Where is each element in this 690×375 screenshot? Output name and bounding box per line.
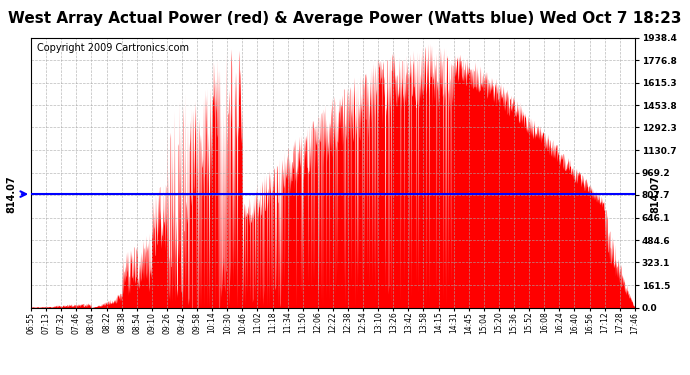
Text: West Array Actual Power (red) & Average Power (Watts blue) Wed Oct 7 18:23: West Array Actual Power (red) & Average … (8, 11, 682, 26)
Text: 814.07: 814.07 (650, 175, 660, 213)
Text: Copyright 2009 Cartronics.com: Copyright 2009 Cartronics.com (37, 43, 189, 53)
Text: 814.07: 814.07 (6, 175, 16, 213)
